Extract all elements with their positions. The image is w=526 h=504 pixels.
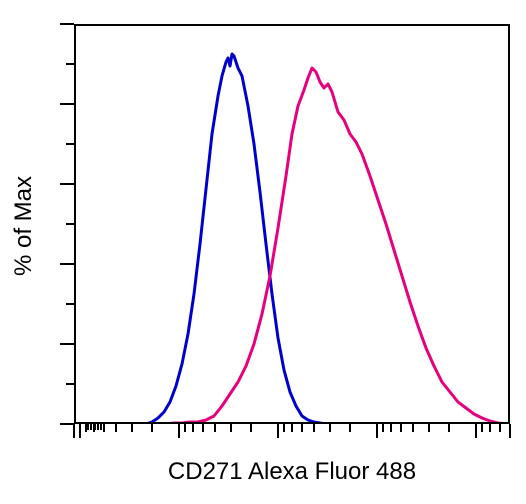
tick: [489, 424, 491, 432]
tick: [313, 424, 315, 432]
tick: [291, 424, 293, 432]
tick: [192, 424, 194, 432]
tick: [214, 424, 216, 432]
flow-cytometry-histogram: % of Max CD271 Alexa Fluor 488: [0, 0, 526, 504]
tick: [66, 383, 74, 385]
tick: [66, 303, 74, 305]
series-control: [146, 54, 364, 424]
tick: [184, 424, 186, 432]
tick: [100, 424, 102, 430]
tick: [499, 424, 501, 432]
tick: [230, 424, 232, 432]
tick: [97, 424, 99, 430]
plot-border-right: [508, 24, 510, 424]
tick: [481, 424, 483, 432]
tick: [390, 424, 392, 432]
tick: [79, 424, 81, 438]
tick: [428, 424, 430, 432]
tick: [178, 424, 180, 438]
tick: [60, 343, 74, 345]
tick: [60, 423, 74, 425]
tick: [349, 424, 351, 432]
tick: [73, 424, 75, 438]
tick: [250, 424, 252, 432]
tick: [60, 263, 74, 265]
plot-border-left: [74, 24, 76, 424]
x-axis-label: CD271 Alexa Fluor 488: [152, 458, 432, 486]
tick: [509, 424, 511, 438]
tick: [151, 424, 153, 432]
tick: [66, 63, 74, 65]
tick: [412, 424, 414, 432]
tick: [448, 424, 450, 432]
tick: [60, 183, 74, 185]
tick: [475, 424, 477, 438]
tick: [400, 424, 402, 432]
series-stained: [166, 68, 510, 424]
histogram-curves: [74, 24, 510, 424]
tick: [202, 424, 204, 432]
tick: [103, 424, 105, 430]
tick: [329, 424, 331, 432]
tick: [131, 424, 133, 432]
tick: [376, 424, 378, 438]
tick: [60, 103, 74, 105]
tick: [87, 424, 89, 430]
tick: [115, 424, 117, 432]
plot-border-top: [74, 24, 510, 26]
tick: [94, 424, 96, 430]
plot-area: [74, 24, 510, 424]
tick: [66, 143, 74, 145]
y-axis-label: % of Max: [10, 171, 38, 281]
tick: [66, 223, 74, 225]
tick: [283, 424, 285, 432]
tick: [60, 23, 74, 25]
tick: [382, 424, 384, 432]
tick: [277, 424, 279, 438]
tick: [301, 424, 303, 432]
tick: [90, 424, 92, 430]
